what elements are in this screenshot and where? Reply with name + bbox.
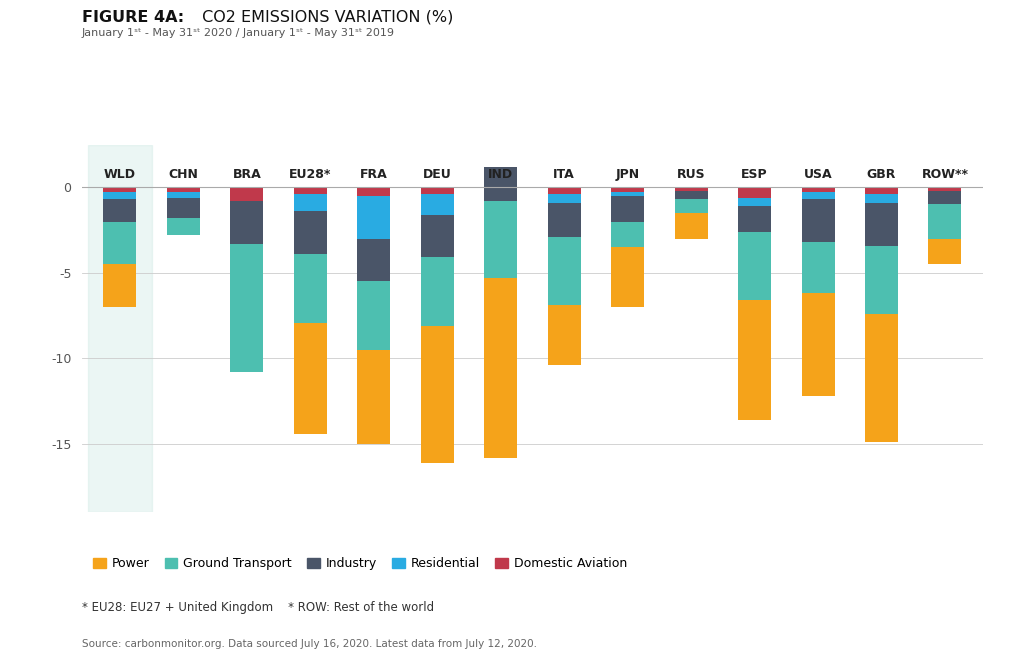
Text: RUS: RUS [677, 168, 706, 181]
Bar [103, 187, 136, 193]
Bar [357, 196, 390, 238]
Bar [738, 300, 771, 420]
Bar [675, 213, 708, 238]
Bar [357, 238, 390, 281]
Text: FIGURE 4A:: FIGURE 4A: [82, 10, 184, 25]
Bar [802, 187, 835, 193]
Bar [738, 232, 771, 300]
Bar [421, 187, 454, 194]
Bar [484, 167, 517, 193]
Text: IND: IND [488, 168, 513, 181]
Bar [294, 194, 327, 212]
Bar [611, 187, 644, 193]
Bar [802, 193, 835, 199]
Bar [103, 221, 136, 264]
Bar [548, 194, 581, 203]
Bar [611, 247, 644, 307]
Bar [548, 203, 581, 237]
Text: ESP: ESP [741, 168, 768, 181]
Text: BRA: BRA [232, 168, 261, 181]
Bar [421, 258, 454, 326]
Text: USA: USA [804, 168, 833, 181]
Text: ROW**: ROW** [922, 168, 969, 181]
Bar [484, 278, 517, 458]
Bar [865, 246, 898, 314]
Bar [484, 201, 517, 278]
Bar [230, 187, 263, 201]
Bar [675, 187, 708, 191]
Text: JPN: JPN [615, 168, 640, 181]
Bar [357, 187, 390, 196]
Text: CHN: CHN [169, 168, 199, 181]
Bar [294, 254, 327, 323]
Bar [929, 191, 962, 204]
Text: January 1ˢᵗ - May 31ˢᵗ 2020 / January 1ˢᵗ - May 31ˢᵗ 2019: January 1ˢᵗ - May 31ˢᵗ 2020 / January 1ˢ… [82, 28, 395, 37]
Bar [167, 218, 200, 235]
Bar [167, 187, 200, 193]
Text: GBR: GBR [867, 168, 896, 181]
Bar [929, 238, 962, 264]
Text: * EU28: EU27 + United Kingdom    * ROW: Rest of the world: * EU28: EU27 + United Kingdom * ROW: Res… [82, 601, 434, 614]
Bar [548, 237, 581, 306]
Bar [929, 204, 962, 238]
Bar [738, 187, 771, 198]
Text: CO2 EMISSIONS VARIATION (%): CO2 EMISSIONS VARIATION (%) [197, 10, 453, 25]
Bar [230, 244, 263, 372]
Bar [929, 187, 962, 191]
Bar [611, 196, 644, 221]
Bar [548, 306, 581, 365]
Bar [675, 199, 708, 213]
Text: EU28*: EU28* [289, 168, 332, 181]
Bar [865, 187, 898, 194]
Bar [103, 199, 136, 221]
Text: ITA: ITA [553, 168, 575, 181]
Bar [738, 198, 771, 206]
Bar [484, 167, 517, 201]
Bar [421, 215, 454, 258]
Bar [88, 145, 152, 512]
Bar [421, 326, 454, 463]
Bar [865, 203, 898, 246]
Bar [103, 193, 136, 199]
Bar [802, 199, 835, 242]
Bar [230, 201, 263, 244]
Text: DEU: DEU [423, 168, 452, 181]
Text: WLD: WLD [104, 168, 136, 181]
Bar [611, 221, 644, 247]
Bar [865, 314, 898, 442]
Bar [738, 206, 771, 232]
Bar [357, 281, 390, 350]
Bar [167, 193, 200, 198]
Bar [865, 194, 898, 203]
Legend: Power, Ground Transport, Industry, Residential, Domestic Aviation: Power, Ground Transport, Industry, Resid… [88, 552, 632, 575]
Bar [294, 187, 327, 194]
Text: Source: carbonmonitor.org. Data sourced July 16, 2020. Latest data from July 12,: Source: carbonmonitor.org. Data sourced … [82, 639, 537, 648]
Bar [167, 198, 200, 218]
Bar [611, 193, 644, 196]
Bar [357, 350, 390, 444]
Bar [103, 264, 136, 307]
Bar [421, 194, 454, 215]
Bar [484, 187, 517, 193]
Bar [802, 242, 835, 294]
Bar [548, 187, 581, 194]
Bar [294, 323, 327, 434]
Bar [802, 294, 835, 396]
Bar [675, 191, 708, 199]
Text: FRA: FRA [360, 168, 388, 181]
Bar [294, 212, 327, 254]
